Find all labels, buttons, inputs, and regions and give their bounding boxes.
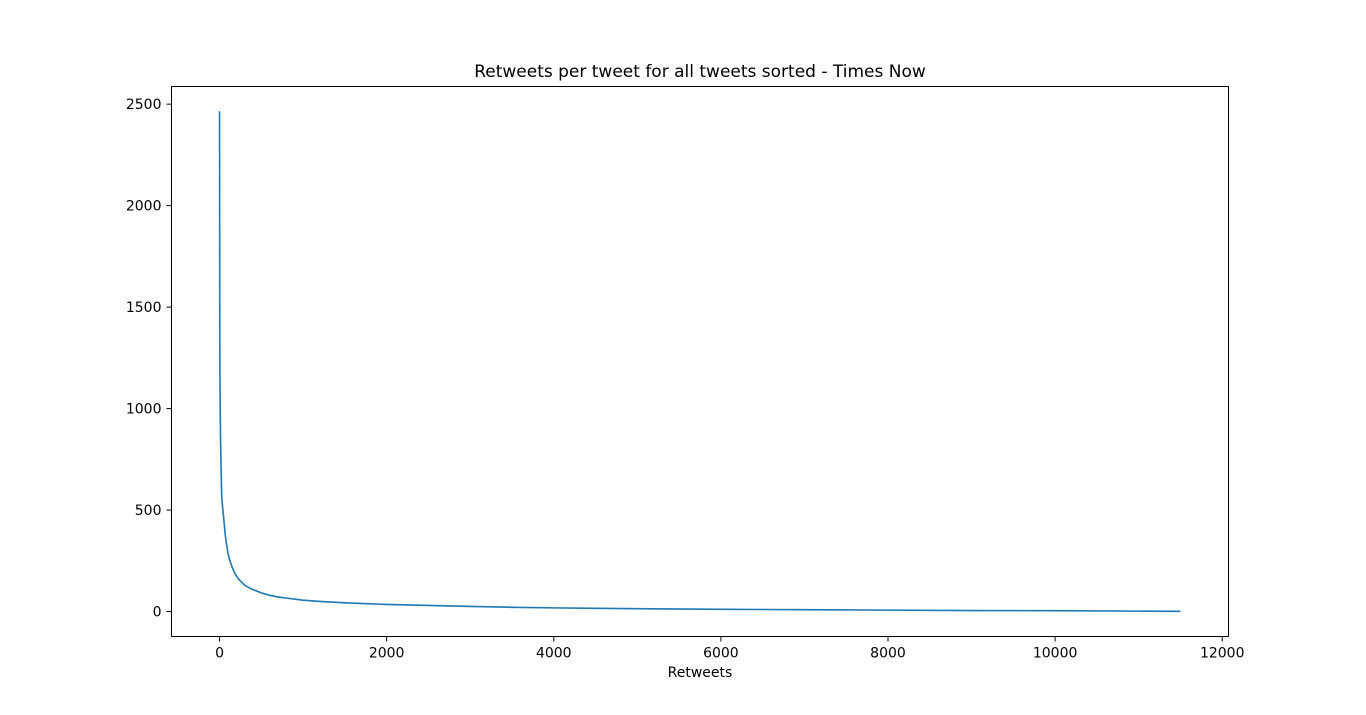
chart-title: Retweets per tweet for all tweets sorted… [474, 62, 926, 82]
x-tick-label: 8000 [870, 646, 906, 662]
x-tick-label: 6000 [703, 646, 739, 662]
x-tick-label: 2000 [369, 646, 405, 662]
y-tick-label: 0 [153, 605, 162, 621]
plot-frame [171, 86, 1229, 637]
x-axis-ticks: 0 2000 4000 6000 8000 10000 12000 [215, 636, 1245, 662]
x-tick-label: 0 [215, 646, 224, 662]
y-tick-label: 1500 [126, 300, 162, 316]
y-tick-label: 2000 [126, 199, 162, 215]
x-tick-label: 10000 [1033, 646, 1078, 662]
series-layer [218, 111, 1181, 613]
series-line [218, 111, 1181, 613]
x-tick-label: 4000 [536, 646, 572, 662]
y-axis-ticks: 0 500 1000 1500 2000 2500 [126, 97, 172, 621]
plot-area [171, 86, 1229, 637]
y-tick-label: 1000 [126, 402, 162, 418]
x-axis-title: Retweets [668, 665, 733, 681]
y-tick-label: 500 [135, 503, 162, 519]
x-tick-label: 12000 [1200, 646, 1245, 662]
y-tick-label: 2500 [126, 97, 162, 113]
